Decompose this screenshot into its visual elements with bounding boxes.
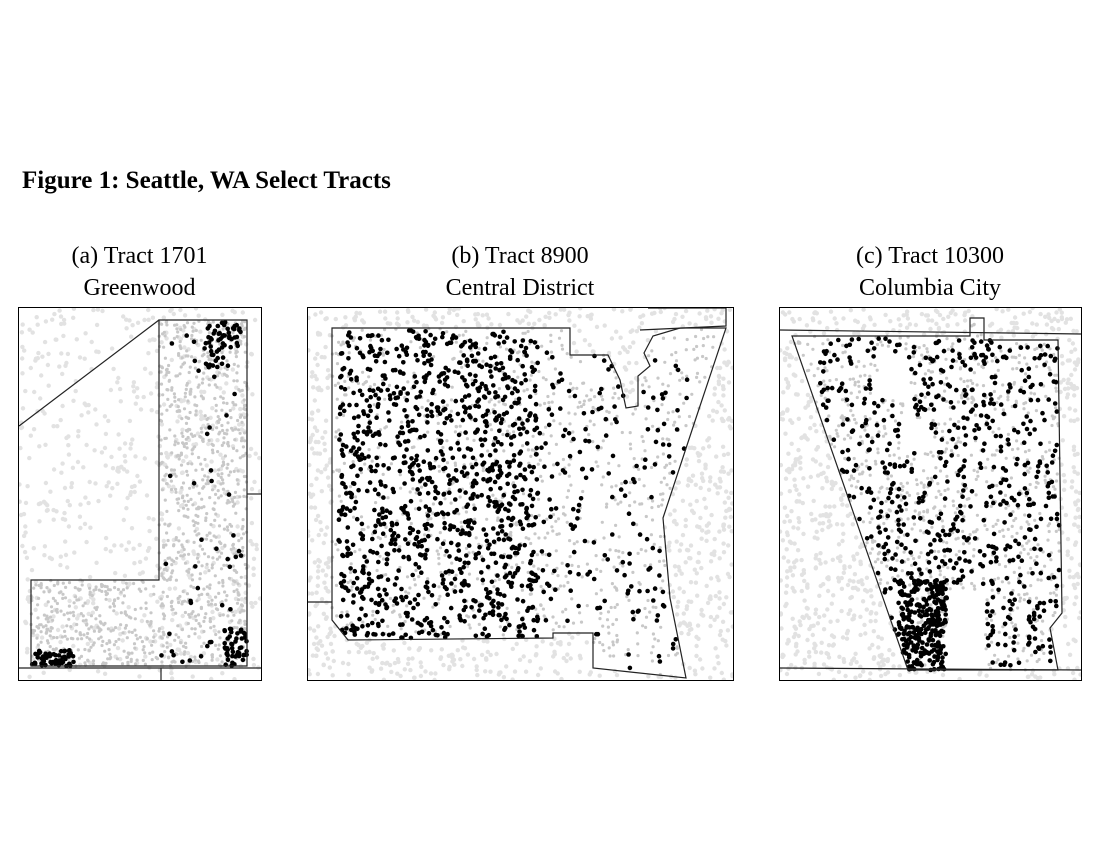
panel-c-dark-cluster-bottom [895, 578, 948, 673]
panel-a-caption: (a) Tract 1701 Greenwood [18, 240, 261, 304]
panel-a-tract-label: (a) Tract 1701 [71, 243, 208, 269]
panel-c-faint-points [780, 308, 1081, 680]
panel-a-light-points [29, 319, 249, 668]
panel-a-tract-boundary [30, 319, 248, 667]
panel-a-dark-cluster-bottom-right [222, 626, 249, 668]
panel-a-map-svg [19, 308, 261, 680]
panel-a-dark-cluster-top [202, 320, 243, 370]
panel-c-caption: (c) Tract 10300 Columbia City [779, 240, 1081, 304]
figure-title: Figure 1: Seattle, WA Select Tracts [22, 167, 391, 194]
panel-b-neighborhood-label: Central District [445, 275, 595, 301]
panel-c-tract-label: (c) Tract 10300 [856, 243, 1004, 269]
panel-c-top-line [780, 329, 1081, 335]
panel-c-neighborhood-label: Columbia City [858, 275, 1001, 301]
panel-b-tract-label: (b) Tract 8900 [451, 243, 589, 269]
panel-c-map-svg [780, 308, 1081, 680]
panel-c-map [779, 307, 1082, 681]
panel-c-bottom-line [780, 667, 1081, 671]
panel-b-map [307, 307, 734, 681]
panel-a-road-line [19, 319, 160, 427]
panel-a-neighborhood-label: Greenwood [83, 275, 196, 301]
panel-a-dark-points [159, 326, 244, 667]
panel-b-map-svg [308, 308, 733, 680]
panel-a-dark-cluster-bottom-left [29, 648, 76, 669]
panel-b-tract-boundary [331, 327, 727, 679]
panel-b-water-edge [639, 308, 727, 331]
panel-b-caption: (b) Tract 8900 Central District [307, 240, 733, 304]
panel-b-faint-points [308, 308, 733, 680]
panel-a-map [18, 307, 262, 681]
panel-a-faint-points [19, 308, 261, 680]
panel-b-dark-points-dense [336, 328, 541, 641]
